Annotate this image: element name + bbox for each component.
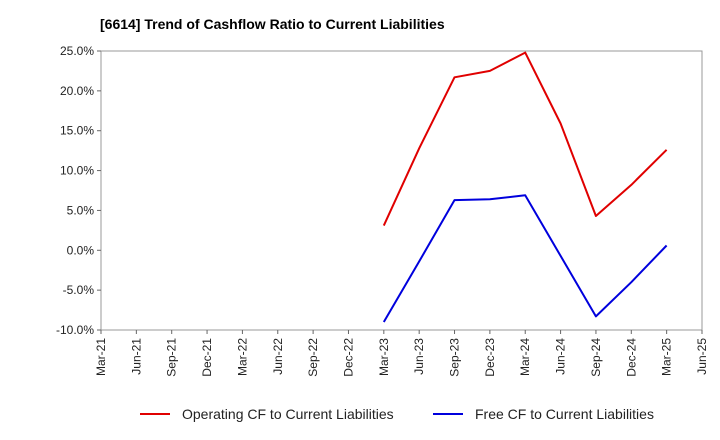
x-tick-label: Dec-21 xyxy=(200,338,214,377)
x-tick-label: Jun-22 xyxy=(271,338,285,375)
y-tick-label: 5.0% xyxy=(67,203,95,217)
y-axis: 25.0% 20.0% 15.0% 10.0% 5.0% 0.0% -5.0% -10.0% xyxy=(56,44,101,337)
x-tick-label: Sep-21 xyxy=(165,338,179,377)
legend-label-2: Free CF to Current Liabilities xyxy=(475,406,654,422)
y-tick-label: 15.0% xyxy=(60,124,94,138)
x-tick-label: Jun-25 xyxy=(695,338,709,375)
x-tick-label: Dec-24 xyxy=(624,338,638,377)
x-axis: Mar-21 Jun-21 Sep-21 Dec-21 Mar-22 Jun-22 Sep-… xyxy=(94,330,709,377)
x-tick-label: Dec-23 xyxy=(483,338,497,377)
x-tick-label: Mar-24 xyxy=(518,338,532,376)
legend: Operating CF to Current Liabilities Free … xyxy=(140,406,654,422)
y-tick-label: 25.0% xyxy=(60,44,94,58)
x-tick-label: Mar-25 xyxy=(660,338,674,376)
y-tick-label: -5.0% xyxy=(63,283,95,297)
x-tick-label: Mar-23 xyxy=(377,338,391,376)
y-tick-label: -10.0% xyxy=(56,323,94,337)
legend-label-1: Operating CF to Current Liabilities xyxy=(182,406,394,422)
x-tick-label: Sep-22 xyxy=(306,338,320,377)
chart-title: [6614] Trend of Cashflow Ratio to Curren… xyxy=(100,16,445,32)
x-tick-label: Mar-22 xyxy=(235,338,249,376)
x-tick-label: Jun-24 xyxy=(554,338,568,375)
x-tick-label: Jun-21 xyxy=(129,338,143,375)
x-tick-label: Dec-22 xyxy=(341,338,355,377)
x-tick-label: Sep-24 xyxy=(589,338,603,377)
y-tick-label: 10.0% xyxy=(60,164,94,178)
plot-border xyxy=(100,50,703,331)
series-line-2 xyxy=(382,194,668,323)
plot-area xyxy=(100,50,703,331)
x-tick-label: Mar-21 xyxy=(94,338,108,376)
x-tick-label: Jun-23 xyxy=(412,338,426,375)
y-tick-label: 20.0% xyxy=(60,84,94,98)
series-line-1 xyxy=(382,51,668,227)
y-tick-label: 0.0% xyxy=(67,243,95,257)
x-tick-label: Sep-23 xyxy=(448,338,462,377)
series-group xyxy=(382,51,668,323)
